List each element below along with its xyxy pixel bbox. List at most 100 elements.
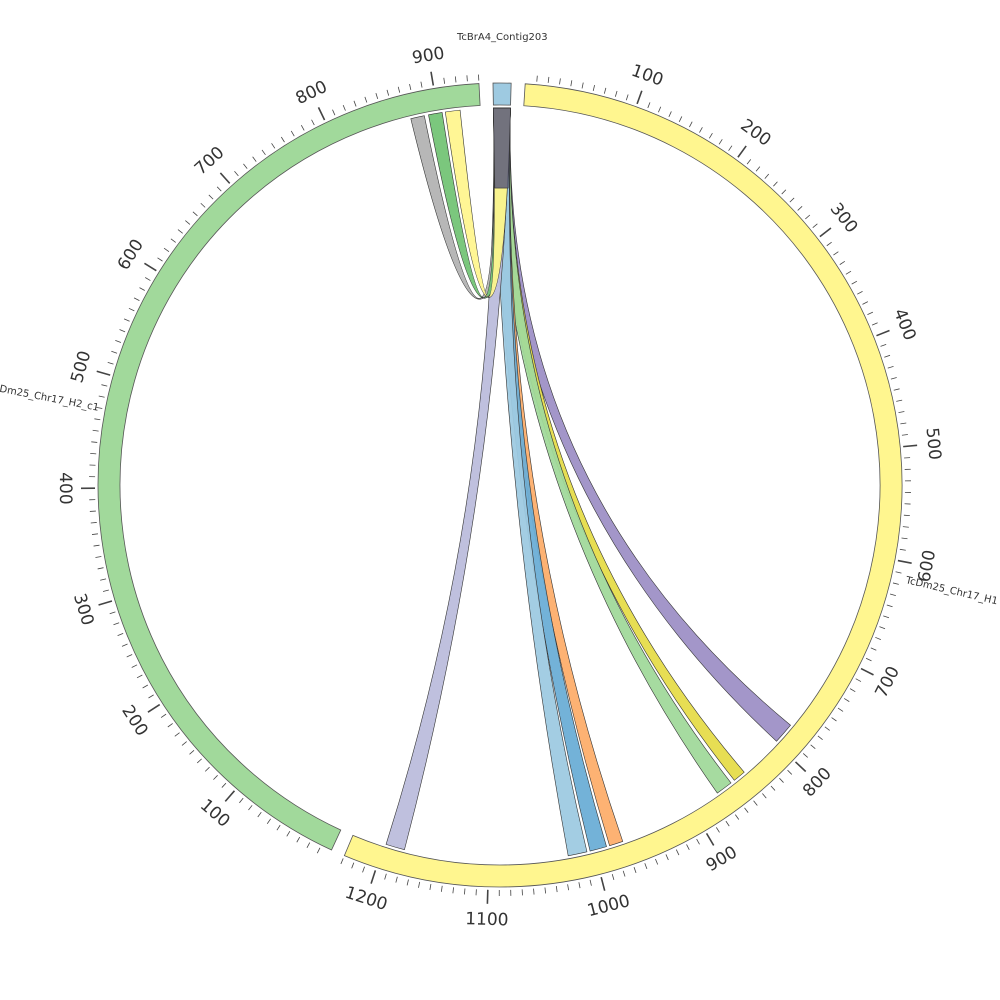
minor-tick [655,858,659,865]
minor-tick [789,197,795,203]
major-tick [860,667,874,676]
minor-tick [332,109,336,116]
minor-tick [886,604,893,608]
tick-label: 100 [629,61,666,91]
minor-tick [386,89,390,96]
minor-tick [744,807,749,813]
minor-tick [94,418,101,421]
minor-tick [131,664,138,668]
segment-arcs [97,82,903,888]
minor-tick [213,775,218,780]
minor-tick [145,277,151,281]
minor-tick [286,831,291,837]
minor-tick [708,132,713,139]
major-tick [897,559,912,564]
minor-tick [647,102,651,109]
segment-arc-1 [492,82,512,106]
minor-tick [406,879,409,886]
minor-tick [296,836,301,843]
minor-tick [833,251,839,256]
minor-tick [136,674,143,679]
minor-tick [544,887,547,894]
minor-tick [817,735,823,740]
minor-tick [91,533,98,535]
minor-tick [536,75,538,82]
tick-label: 500 [67,349,95,386]
minor-tick [157,257,163,262]
minor-tick [875,636,881,640]
minor-tick [97,567,104,570]
minor-tick [111,350,118,354]
minor-tick [121,643,128,647]
minor-tick [200,202,206,208]
minor-tick [839,261,846,265]
minor-tick [397,86,401,93]
minor-tick [115,339,122,343]
minor-tick [895,571,902,574]
minor-tick [170,238,176,243]
minor-tick [753,800,758,806]
minor-tick [128,307,135,312]
major-tick [794,761,807,773]
minor-tick [98,395,105,398]
minor-tick [855,678,862,682]
minor-tick [306,842,311,849]
minor-tick [418,881,421,888]
minor-tick [884,354,891,358]
minor-tick [123,318,130,322]
minor-tick [243,163,248,169]
minor-tick [871,322,878,326]
major-tick [224,790,236,802]
minor-tick [384,873,387,880]
minor-tick [578,882,581,889]
minor-tick [699,127,703,133]
minor-tick [893,388,900,391]
minor-tick [311,119,315,126]
minor-tick [725,820,730,827]
minor-tick [633,867,637,873]
minor-tick [890,377,897,380]
major-tick [98,600,113,606]
minor-tick [592,84,595,91]
minor-tick [142,684,149,689]
minor-tick [867,311,874,316]
minor-tick [261,149,266,156]
segment-arc-3 [97,83,481,851]
minor-tick [665,854,669,861]
minor-tick [163,247,170,252]
major-tick [819,227,832,238]
major-tick [876,329,890,337]
tick-label: 600 [114,236,148,274]
minor-tick [364,96,368,103]
minor-tick [395,876,398,883]
tick-label: 500 [922,427,945,461]
minor-tick [177,229,183,234]
minor-tick [746,159,752,165]
major-tick [430,71,435,86]
minor-tick [900,422,907,425]
tick-label: 1100 [465,909,509,930]
tick-label: 300 [69,591,97,628]
minor-tick [252,156,257,162]
minor-tick [678,116,683,122]
minor-tick [409,83,412,91]
minor-tick [239,797,244,804]
minor-tick [902,526,909,528]
minor-tick [901,537,908,540]
minor-tick [837,707,844,712]
minor-tick [547,76,550,83]
minor-tick [221,782,227,788]
minor-tick [879,626,886,630]
minor-tick [351,862,355,869]
minor-tick [696,838,700,845]
minor-tick [248,805,253,811]
minor-tick [734,814,740,820]
minor-tick [533,888,535,895]
segment-ticks [81,71,918,904]
minor-tick [770,785,776,791]
link-ribbon-2 [493,107,745,781]
minor-tick [192,211,198,217]
tick-label: 400 [55,472,75,505]
minor-tick [899,548,906,551]
